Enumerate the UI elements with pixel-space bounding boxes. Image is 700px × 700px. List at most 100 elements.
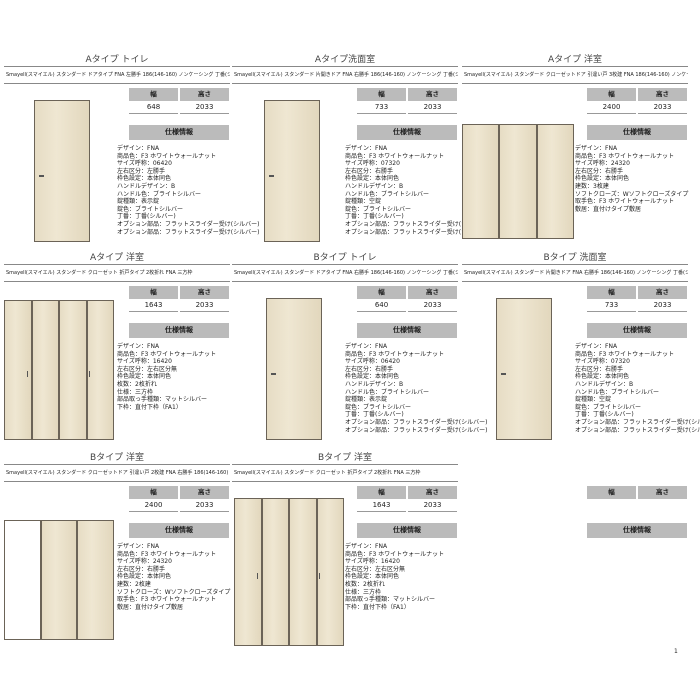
spec-header: 仕様情報: [587, 125, 687, 140]
table-value: 640: [357, 300, 406, 312]
card-title: Aタイプ 洋室: [89, 253, 145, 263]
door-image: [266, 298, 322, 440]
table-header: 高さ: [638, 88, 687, 101]
table-value: 2033: [408, 300, 457, 312]
spec-line: 錠種類：表示錠: [117, 198, 160, 206]
spec-line: 下枠：直付下枠（FA1）: [117, 403, 182, 411]
spec-line: オプション部品：フラットスライダー受け(シルバー): [117, 221, 260, 228]
spec-line: ソフトクローズ：Wソフトクローズタイプ: [575, 190, 689, 198]
door-image: [264, 100, 320, 242]
spec-header: 仕様情報: [587, 323, 687, 338]
table-header: 幅: [587, 486, 636, 499]
spec-line: ハンドル色：ブライトシルバー: [345, 190, 430, 198]
table-value: 733: [587, 300, 636, 312]
spec-line: サイズ呼称：06420: [345, 358, 400, 366]
table-value: 1643: [357, 500, 406, 512]
spec-card: Bタイプ 洗面室 Smayell(スマイエル) スタンダード 片開きドア FNA …: [462, 250, 700, 445]
spec-line: 敷居：直付けタイプ敷居: [575, 205, 642, 213]
table-value: 2033: [638, 300, 687, 312]
spec-line: 枠色設定：本体同色: [575, 175, 630, 183]
spec-line: オプション部品：フラットスライダー受け(シルバー): [345, 426, 488, 434]
card-title: Aタイプ トイレ: [85, 55, 149, 65]
door-panel: [462, 124, 500, 239]
spec-line: 商品色：F3 ホワイトウォールナット: [345, 550, 445, 558]
door-handle: [318, 573, 320, 579]
spec-line: 丁番：丁番(シルバー): [345, 213, 404, 221]
spec-line: サイズ呼称：16420: [117, 358, 172, 366]
spec-line: 枠色設定：本体同色: [575, 373, 630, 381]
spec-line: 枚数：2枚折れ: [117, 381, 157, 388]
table-header: 高さ: [638, 486, 687, 499]
spec-header: 仕様情報: [129, 323, 229, 338]
spec-line: デザイン：FNA: [117, 145, 160, 152]
card-title: Bタイプ 洋室: [89, 453, 145, 463]
card-title: Aタイプ 洋室: [547, 55, 603, 65]
door-panel: [234, 498, 262, 646]
spec-header: 仕様情報: [129, 125, 229, 140]
spec-line: 枠色設定：本体同色: [117, 573, 172, 581]
table-value: 2033: [180, 300, 229, 312]
table-header: 幅: [357, 88, 406, 101]
spec-line: 商品色：F3 ホワイトウォールナット: [117, 350, 217, 358]
spec-line: 錠種類：空錠: [575, 396, 612, 404]
table-header: 高さ: [638, 286, 687, 299]
spec-line: 左右区分：右勝手: [117, 565, 166, 573]
table-value: 2033: [638, 102, 687, 114]
card-title: Bタイプ トイレ: [313, 253, 377, 263]
spec-line: 建数：2枚建: [117, 581, 151, 588]
table-header: 幅: [129, 286, 178, 299]
spec-header: 仕様情報: [129, 523, 229, 538]
spec-line: 左右区分：右勝手: [345, 365, 394, 373]
spec-line: オプション部品：フラットスライダー受け(シルバー): [575, 419, 700, 426]
door-panel: [536, 124, 574, 239]
table-value: 2033: [180, 500, 229, 512]
spec-line: 取手色：F3 ホワイトウォールナット: [575, 198, 675, 206]
spec-line: デザイン：FNA: [117, 343, 160, 350]
spec-line: オプション部品：フラットスライダー受け(シルバー): [345, 221, 488, 228]
product-name: Smayell(スマイエル) スタンダード クローゼットドア 引違い戸 2枚建 …: [4, 464, 230, 482]
spec-line: デザイン：FNA: [575, 343, 618, 350]
spec-line: サイズ呼称：24320: [575, 160, 630, 168]
page-number: 1: [674, 648, 678, 655]
door-handle: [256, 573, 258, 579]
spec-line: 下枠：直付下枠（FA1）: [345, 603, 410, 611]
table-value: 2033: [408, 102, 457, 114]
spec-line: 錠種類：空錠: [345, 198, 382, 206]
spec-line: 左右区分：右勝手: [575, 365, 624, 373]
spec-line: サイズ呼称：16420: [345, 558, 400, 566]
spec-line: ソフトクローズ：Wソフトクローズタイプ: [117, 588, 231, 596]
door-panel: [86, 300, 114, 440]
product-name: Smayell(スマイエル) スタンダード 片開きドア FNA 右勝手 186(…: [232, 66, 458, 84]
spec-line: 枚数：2枚折れ: [345, 581, 385, 588]
card-title: Bタイプ 洋室: [317, 453, 373, 463]
spec-line: 左右区分：右勝手: [345, 167, 394, 175]
spec-line: 部品取っ手種類：マットシルバー: [345, 596, 436, 604]
product-name: Smayell(スマイエル) スタンダード 片開きドア FNA 右勝手 186(…: [462, 264, 688, 282]
spec-header: 仕様情報: [357, 523, 457, 538]
table-header: 幅: [357, 486, 406, 499]
table-value: 2400: [129, 500, 178, 512]
spec-line: 建数：3枚建: [575, 183, 609, 190]
spec-line: デザイン：FNA: [345, 145, 388, 152]
door-panel: [40, 520, 78, 640]
spec-line: ハンドル色：ブライトシルバー: [117, 190, 202, 198]
spec-line: 枠色設定：本体同色: [345, 373, 400, 381]
spec-line: 取手色：F3 ホワイトウォールナット: [117, 596, 217, 604]
spec-line: 商品色：F3 ホワイトウォールナット: [575, 152, 675, 160]
door-panel: [31, 300, 59, 440]
table-header: 幅: [129, 88, 178, 101]
table-header: 高さ: [180, 88, 229, 101]
spec-line: オプション部品：フラットスライダー受け(シルバー): [575, 426, 700, 434]
spec-card: 幅高さ 仕様情報: [462, 450, 688, 645]
spec-card: Aタイプ洗面室 Smayell(スマイエル) スタンダード 片開きドア FNA 右…: [232, 52, 487, 247]
spec-line: 商品色：F3 ホワイトウォールナット: [575, 350, 675, 358]
spec-line: 錠色：ブライトシルバー: [345, 403, 412, 411]
spec-card: Aタイプ トイレ Smayell(スマイエル) スタンダード ドアタイプ FNA …: [4, 52, 259, 247]
door-handle: [501, 373, 506, 375]
door-panel: [499, 124, 537, 239]
spec-line: 商品色：F3 ホワイトウォールナット: [117, 550, 217, 558]
spec-line: 左右区分：左右区分無: [117, 365, 178, 373]
product-name: Smayell(スマイエル) スタンダード ドアタイプ FNA 左勝手 186(…: [4, 66, 230, 84]
table-header: 高さ: [408, 88, 457, 101]
